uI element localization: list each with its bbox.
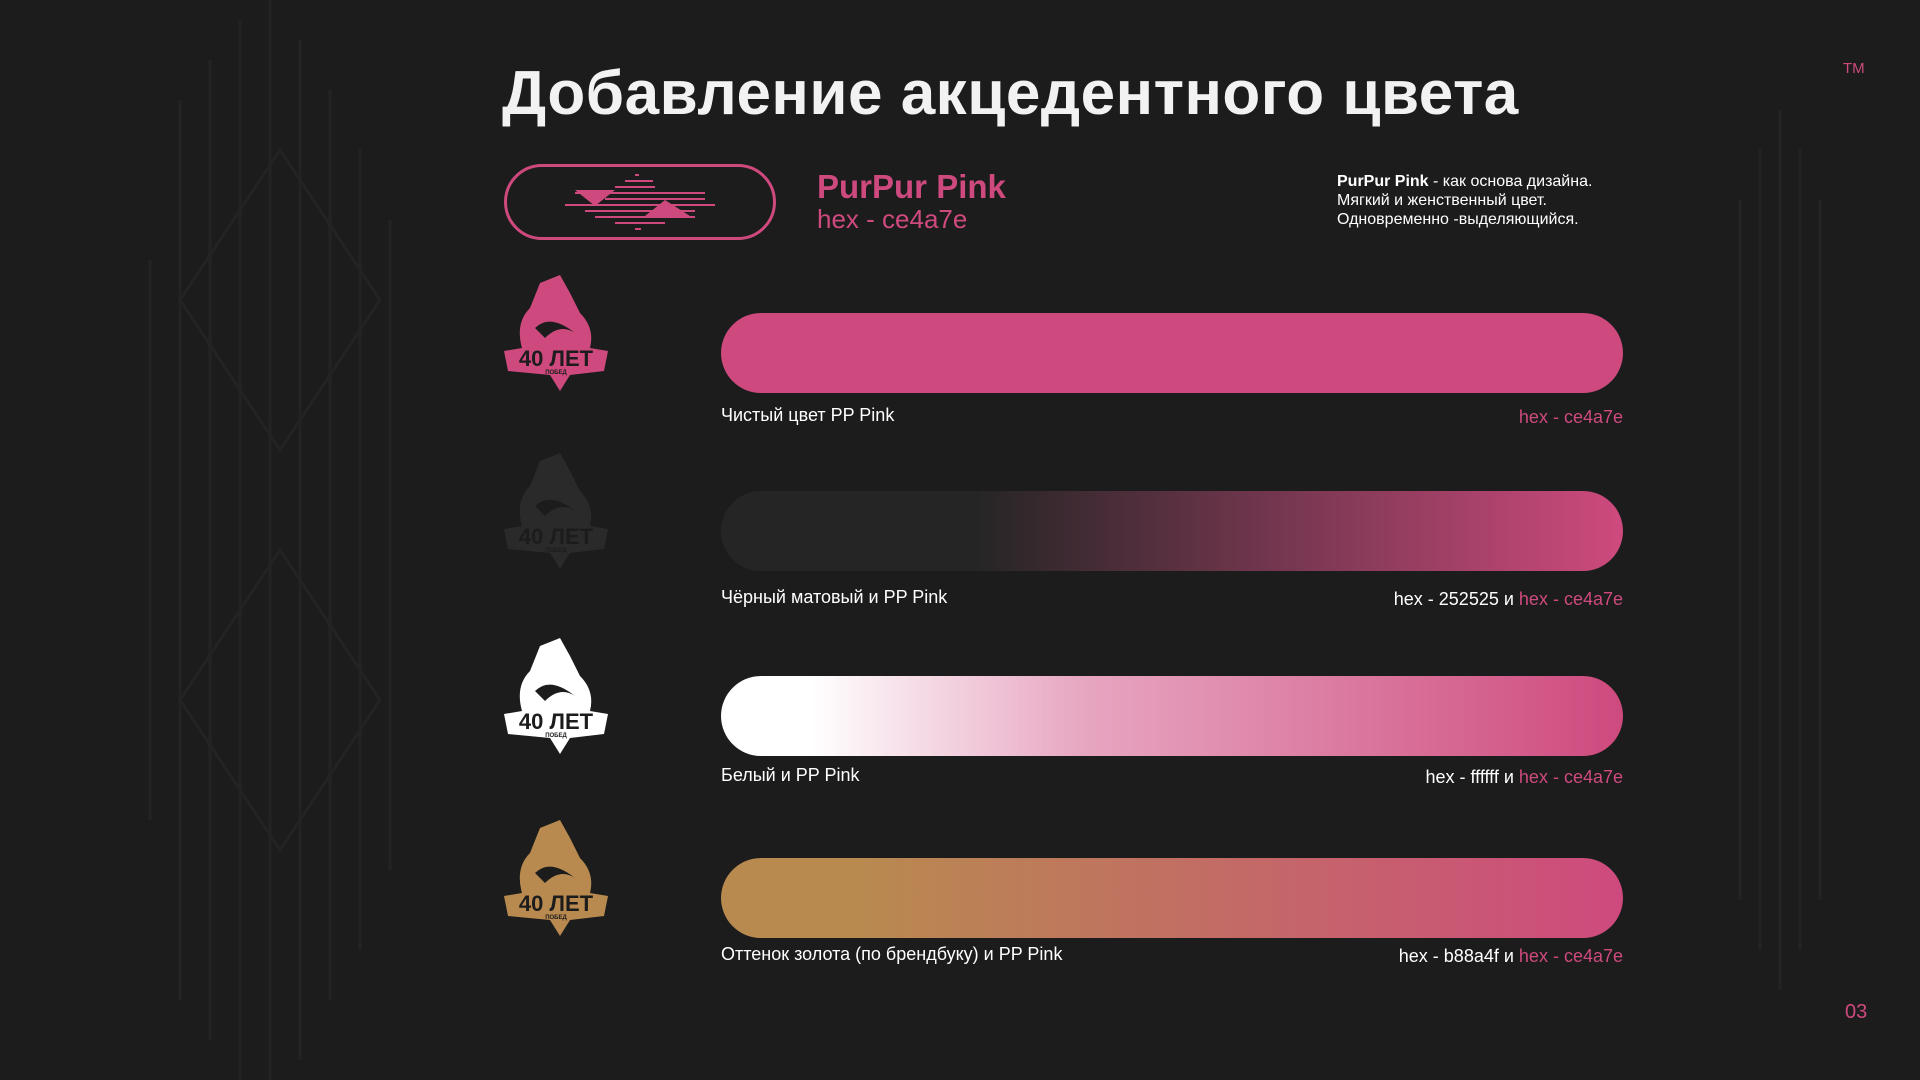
hex-b: hex - ce4a7e [1518, 407, 1623, 427]
hex-b: hex - ce4a7e [1518, 946, 1623, 966]
row-hex: hex - ffffff и hex - ce4a7e [1425, 767, 1623, 788]
color-gradient-bar [721, 858, 1623, 938]
hex-a: hex - 252525 [1393, 589, 1499, 609]
decorative-pattern-left [148, 0, 392, 1080]
row-label: Оттенок золота (по брендбуку) и PP Pink [721, 944, 1063, 964]
brand-emblem [504, 164, 776, 240]
row-hex: hex - b88a4f и hex - ce4a7e [1399, 946, 1623, 967]
hex-a: hex - b88a4f [1398, 946, 1499, 966]
logo-subtext: ПОБЕД [545, 370, 567, 376]
logo-subtext: ПОБЕД [545, 733, 567, 739]
brand-color-name: PurPur Pink [817, 168, 1006, 205]
page-title: Добавление акцедентного цвета [502, 59, 1519, 128]
description-line3: Одновременно -выделяющийся. [1337, 211, 1579, 228]
decorative-pattern-right [1738, 110, 1822, 990]
row-label: Чистый цвет PP Pink [721, 405, 895, 425]
color-gradient-bar [721, 676, 1623, 756]
color-gradient-bar [721, 313, 1623, 393]
logo-subtext: ПОБЕД [545, 915, 567, 921]
lynx-logo-icon: 40 ЛЕТ ПОБЕД [504, 453, 608, 569]
description: PurPur Pink - как основа дизайна. Мягкий… [1337, 172, 1592, 229]
hex-b: hex - ce4a7e [1518, 767, 1623, 787]
logo-subtext: ПОБЕД [545, 548, 567, 554]
lynx-logo-icon: 40 ЛЕТ ПОБЕД [504, 275, 608, 391]
logo-text: 40 ЛЕТ [519, 524, 594, 549]
color-gradient-bar [721, 491, 1623, 571]
hex-joiner: и [1498, 589, 1519, 609]
logo-text: 40 ЛЕТ [519, 891, 594, 916]
hex-joiner: и [1498, 767, 1519, 787]
logo-text: 40 ЛЕТ [519, 346, 594, 371]
logo-text: 40 ЛЕТ [519, 709, 594, 734]
hex-joiner: и [1498, 946, 1519, 966]
row-label: Чёрный матовый и PP Pink [721, 587, 948, 607]
description-line2: Мягкий и женственный цвет. [1337, 192, 1547, 209]
trademark: TM [1843, 60, 1865, 77]
description-line1: - как основа дизайна. [1428, 173, 1593, 190]
description-bold: PurPur Pink [1337, 173, 1429, 190]
row-hex: hex - ce4a7e [1519, 407, 1623, 428]
lynx-logo-icon: 40 ЛЕТ ПОБЕД [504, 820, 608, 936]
lynx-logo-icon: 40 ЛЕТ ПОБЕД [504, 638, 608, 754]
row-hex: hex - 252525 и hex - ce4a7e [1394, 589, 1623, 610]
brand-color-hex: hex - ce4a7e [817, 204, 968, 234]
hex-a: hex - ffffff [1425, 767, 1499, 787]
page-number: 03 [1845, 1001, 1868, 1023]
row-label: Белый и PP Pink [721, 765, 860, 785]
hex-b: hex - ce4a7e [1518, 589, 1623, 609]
mountain-stripes-icon [565, 174, 715, 230]
